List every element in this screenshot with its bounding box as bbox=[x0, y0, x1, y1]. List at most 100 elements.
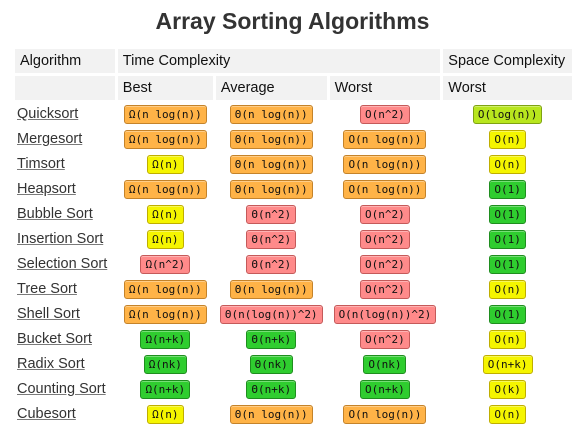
worst-complexity-badge: O(n log(n)) bbox=[343, 129, 427, 149]
space-complexity-badge: O(1) bbox=[489, 179, 526, 199]
best-complexity-cell: Ω(n log(n)) bbox=[118, 178, 213, 200]
header-average: Average bbox=[215, 76, 327, 100]
average-complexity-cell: Θ(n log(n)) bbox=[216, 278, 327, 300]
worst-complexity-cell: O(nk) bbox=[330, 353, 441, 375]
worst-complexity-cell: O(n^2) bbox=[330, 278, 441, 300]
worst-complexity-badge: O(n^2) bbox=[360, 229, 410, 249]
space-complexity-cell: O(log(n)) bbox=[443, 103, 572, 125]
best-complexity-cell: Ω(n) bbox=[118, 228, 213, 250]
worst-complexity-badge: O(n^2) bbox=[360, 204, 410, 224]
best-complexity-badge: Ω(n) bbox=[147, 404, 184, 424]
space-complexity-badge: O(1) bbox=[489, 229, 526, 249]
worst-complexity-badge: O(n+k) bbox=[360, 379, 410, 399]
space-complexity-cell: O(n) bbox=[443, 128, 572, 150]
table-row: Bucket Sort Ω(n+k) Θ(n+k) O(n^2) O(n) bbox=[15, 328, 572, 350]
header-worst: Worst bbox=[329, 76, 441, 100]
average-complexity-cell: Θ(n(log(n))^2) bbox=[216, 303, 327, 325]
space-complexity-cell: O(1) bbox=[443, 303, 572, 325]
average-complexity-cell: Θ(n+k) bbox=[216, 378, 327, 400]
table-row: Bubble Sort Ω(n) Θ(n^2) O(n^2) O(1) bbox=[15, 203, 572, 225]
space-complexity-badge: O(1) bbox=[489, 304, 526, 324]
worst-complexity-cell: O(n log(n)) bbox=[330, 128, 441, 150]
average-complexity-cell: Θ(n log(n)) bbox=[216, 403, 327, 425]
algorithm-link[interactable]: Mergesort bbox=[17, 131, 83, 147]
space-complexity-badge: O(log(n)) bbox=[472, 104, 543, 124]
best-complexity-badge: Ω(n) bbox=[147, 204, 184, 224]
table-row: Timsort Ω(n) Θ(n log(n)) O(n log(n)) O(n) bbox=[15, 153, 572, 175]
algorithm-link[interactable]: Counting Sort bbox=[17, 381, 106, 397]
space-complexity-cell: O(1) bbox=[443, 178, 572, 200]
average-complexity-cell: Θ(n+k) bbox=[216, 328, 327, 350]
table-row: Selection Sort Ω(n^2) Θ(n^2) O(n^2) O(1) bbox=[15, 253, 572, 275]
average-complexity-badge: Θ(n(log(n))^2) bbox=[219, 304, 323, 324]
average-complexity-badge: Θ(n^2) bbox=[246, 229, 297, 249]
page-title: Array Sorting Algorithms bbox=[155, 8, 430, 34]
best-complexity-cell: Ω(n log(n)) bbox=[118, 128, 213, 150]
average-complexity-cell: Θ(n log(n)) bbox=[216, 178, 327, 200]
table-row: Quicksort Ω(n log(n)) Θ(n log(n)) O(n^2) O(l… bbox=[15, 103, 572, 125]
space-complexity-cell: O(1) bbox=[443, 228, 572, 250]
average-complexity-badge: Θ(nk) bbox=[249, 354, 293, 374]
best-complexity-cell: Ω(n) bbox=[118, 153, 213, 175]
algorithm-link[interactable]: Bucket Sort bbox=[17, 331, 92, 347]
best-complexity-cell: Ω(n) bbox=[118, 203, 213, 225]
average-complexity-badge: Θ(n log(n)) bbox=[229, 279, 313, 299]
algorithm-link[interactable]: Quicksort bbox=[17, 106, 79, 122]
best-complexity-badge: Ω(n+k) bbox=[140, 379, 191, 399]
algorithm-link[interactable]: Tree Sort bbox=[17, 281, 77, 297]
space-complexity-badge: O(n) bbox=[489, 154, 526, 174]
algorithm-link[interactable]: Radix Sort bbox=[17, 356, 85, 372]
worst-complexity-cell: O(n^2) bbox=[330, 328, 441, 350]
worst-complexity-badge: O(n log(n)) bbox=[343, 154, 427, 174]
best-complexity-badge: Ω(n+k) bbox=[140, 329, 191, 349]
space-complexity-cell: O(n) bbox=[443, 403, 572, 425]
average-complexity-badge: Θ(n log(n)) bbox=[229, 104, 313, 124]
header-blank bbox=[15, 76, 115, 100]
average-complexity-badge: Θ(n log(n)) bbox=[229, 179, 313, 199]
average-complexity-badge: Θ(n log(n)) bbox=[229, 154, 313, 174]
worst-complexity-badge: O(n log(n)) bbox=[343, 404, 427, 424]
average-complexity-cell: Θ(n^2) bbox=[216, 253, 327, 275]
space-complexity-cell: O(1) bbox=[443, 203, 572, 225]
space-complexity-cell: O(n) bbox=[443, 278, 572, 300]
worst-complexity-cell: O(n+k) bbox=[330, 378, 441, 400]
average-complexity-cell: Θ(n^2) bbox=[216, 203, 327, 225]
header-best: Best bbox=[117, 76, 213, 100]
algorithm-link[interactable]: Insertion Sort bbox=[17, 231, 104, 247]
algorithm-link[interactable]: Timsort bbox=[17, 156, 65, 172]
table-row: Insertion Sort Ω(n) Θ(n^2) O(n^2) O(1) bbox=[15, 228, 572, 250]
worst-complexity-badge: O(n^2) bbox=[360, 279, 410, 299]
worst-complexity-cell: O(n(log(n))^2) bbox=[330, 303, 441, 325]
worst-complexity-badge: O(n^2) bbox=[360, 254, 410, 274]
best-complexity-badge: Ω(n) bbox=[147, 154, 184, 174]
space-complexity-badge: O(1) bbox=[489, 254, 526, 274]
worst-complexity-cell: O(n log(n)) bbox=[330, 153, 441, 175]
header-time-complexity: Time Complexity bbox=[117, 49, 441, 73]
algorithm-link[interactable]: Selection Sort bbox=[17, 256, 108, 272]
best-complexity-badge: Ω(n log(n)) bbox=[123, 304, 207, 324]
average-complexity-cell: Θ(n^2) bbox=[216, 228, 327, 250]
header-space-complexity: Space Complexity bbox=[443, 49, 572, 73]
space-complexity-badge: O(1) bbox=[489, 204, 526, 224]
algorithm-link[interactable]: Bubble Sort bbox=[17, 206, 93, 222]
average-complexity-badge: Θ(n+k) bbox=[246, 379, 297, 399]
worst-complexity-cell: O(n^2) bbox=[330, 103, 441, 125]
space-complexity-cell: O(n) bbox=[443, 328, 572, 350]
best-complexity-cell: Ω(n+k) bbox=[118, 378, 213, 400]
best-complexity-cell: Ω(n log(n)) bbox=[118, 303, 213, 325]
worst-complexity-cell: O(n^2) bbox=[330, 253, 441, 275]
average-complexity-badge: Θ(n^2) bbox=[246, 254, 297, 274]
space-complexity-cell: O(k) bbox=[443, 378, 572, 400]
space-complexity-badge: O(n) bbox=[489, 404, 526, 424]
space-complexity-badge: O(k) bbox=[489, 379, 526, 399]
average-complexity-badge: Θ(n log(n)) bbox=[229, 404, 313, 424]
worst-complexity-cell: O(n^2) bbox=[330, 203, 441, 225]
space-complexity-badge: O(n+k) bbox=[482, 354, 533, 374]
algorithm-link[interactable]: Shell Sort bbox=[17, 306, 80, 322]
average-complexity-badge: Θ(n log(n)) bbox=[229, 129, 313, 149]
table-row: Counting Sort Ω(n+k) Θ(n+k) O(n+k) O(k) bbox=[15, 378, 572, 400]
average-complexity-cell: Θ(n log(n)) bbox=[216, 128, 327, 150]
algorithm-link[interactable]: Cubesort bbox=[17, 406, 76, 422]
table-row: Heapsort Ω(n log(n)) Θ(n log(n)) O(n log(n)… bbox=[15, 178, 572, 200]
algorithm-link[interactable]: Heapsort bbox=[17, 181, 76, 197]
